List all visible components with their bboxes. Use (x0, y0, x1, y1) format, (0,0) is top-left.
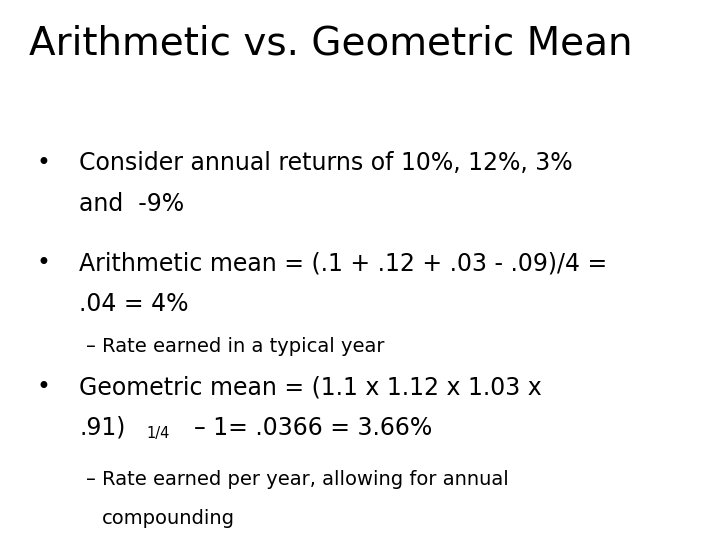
Text: Arithmetic mean = (.1 + .12 + .03 - .09)/4 =: Arithmetic mean = (.1 + .12 + .03 - .09)… (79, 251, 608, 275)
Text: .04 = 4%: .04 = 4% (79, 292, 189, 315)
Text: and  -9%: and -9% (79, 192, 184, 215)
Text: Arithmetic vs. Geometric Mean: Arithmetic vs. Geometric Mean (29, 24, 632, 62)
Text: •: • (36, 251, 50, 275)
Text: .91): .91) (79, 416, 125, 440)
Text: Geometric mean = (1.1 x 1.12 x 1.03 x: Geometric mean = (1.1 x 1.12 x 1.03 x (79, 375, 542, 399)
Text: Consider annual returns of 10%, 12%, 3%: Consider annual returns of 10%, 12%, 3% (79, 151, 573, 175)
Text: •: • (36, 151, 50, 175)
Text: – Rate earned in a typical year: – Rate earned in a typical year (86, 338, 385, 356)
Text: 1/4: 1/4 (147, 426, 170, 441)
Text: compounding: compounding (102, 509, 235, 528)
Text: – Rate earned per year, allowing for annual: – Rate earned per year, allowing for ann… (86, 470, 509, 489)
Text: •: • (36, 375, 50, 399)
Text: – 1= .0366 = 3.66%: – 1= .0366 = 3.66% (164, 416, 433, 440)
